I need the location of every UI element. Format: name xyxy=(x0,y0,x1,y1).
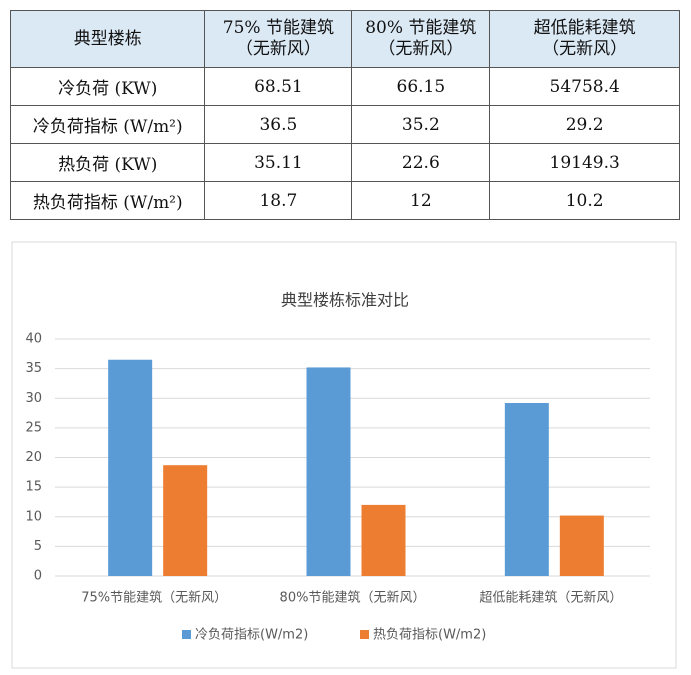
table-cell: 冷负荷指标 (W/m²) xyxy=(9,105,206,144)
y-tick-label: 5 xyxy=(34,539,42,554)
table-cell: 19149.3 xyxy=(489,143,680,182)
bar xyxy=(108,359,153,576)
bar xyxy=(559,515,604,576)
table-cell: 68.51 xyxy=(204,67,353,106)
y-tick-label: 10 xyxy=(25,509,42,524)
table-cell: 35.2 xyxy=(351,105,491,144)
bar xyxy=(361,504,406,576)
table-row: 冷负荷 (KW) 68.51 66.15 54758.4 xyxy=(9,67,680,106)
table-cell: 36.5 xyxy=(204,105,353,144)
y-tick-label: 20 xyxy=(25,450,42,465)
table-row: 热负荷指标 (W/m²) 18.7 12 10.2 xyxy=(9,181,680,220)
legend-label: 冷负荷指标(W/m2) xyxy=(195,628,308,643)
table-cell: 35.11 xyxy=(204,143,353,182)
y-tick-label: 35 xyxy=(25,361,42,376)
y-tick-label: 30 xyxy=(25,391,42,406)
table-cell: 54758.4 xyxy=(489,67,680,106)
table-cell: 冷负荷 (KW) xyxy=(9,67,206,106)
table-cell: 66.15 xyxy=(351,67,491,106)
x-tick-label: 超低能耗建筑（无新风） xyxy=(479,590,622,606)
header-cell: 超低能耗建筑 （无新风） xyxy=(489,10,680,68)
legend-label: 热负荷指标(W/m2) xyxy=(373,628,486,643)
table-cell: 热负荷指标 (W/m²) xyxy=(9,181,206,220)
chart-frame xyxy=(11,241,677,669)
chart-title: 典型楼栋标准对比 xyxy=(281,291,409,310)
table-cell: 18.7 xyxy=(204,181,353,220)
bar xyxy=(504,402,549,576)
x-tick-label: 75%节能建筑（无新风） xyxy=(81,590,227,606)
table-cell: 热负荷 (KW) xyxy=(9,143,206,182)
data-table: 典型楼栋 75% 节能建筑 （无新风） 80% 节能建筑 （无新风） 超低能耗建筑 （… xyxy=(9,10,680,220)
x-tick-label: 80%节能建筑（无新风） xyxy=(280,590,426,606)
header-cell: 典型楼栋 xyxy=(9,10,206,68)
bar xyxy=(163,465,208,576)
table-cell: 12 xyxy=(351,181,491,220)
table-row: 冷负荷指标 (W/m²) 36.5 35.2 29.2 xyxy=(9,105,680,144)
table-cell: 29.2 xyxy=(489,105,680,144)
table-cell: 10.2 xyxy=(489,181,680,220)
header-row: 典型楼栋 75% 节能建筑 （无新风） 80% 节能建筑 （无新风） 超低能耗建筑 （… xyxy=(9,10,680,68)
y-tick-label: 0 xyxy=(34,569,42,584)
y-tick-label: 25 xyxy=(25,420,42,435)
legend-swatch xyxy=(360,630,369,639)
header-cell: 80% 节能建筑 （无新风） xyxy=(351,10,491,68)
bar xyxy=(306,367,351,576)
table-row: 热负荷 (KW) 35.11 22.6 19149.3 xyxy=(9,143,680,182)
y-tick-label: 40 xyxy=(25,332,42,347)
legend-swatch xyxy=(182,630,191,639)
table-cell: 22.6 xyxy=(351,143,491,182)
y-tick-label: 15 xyxy=(25,480,42,495)
